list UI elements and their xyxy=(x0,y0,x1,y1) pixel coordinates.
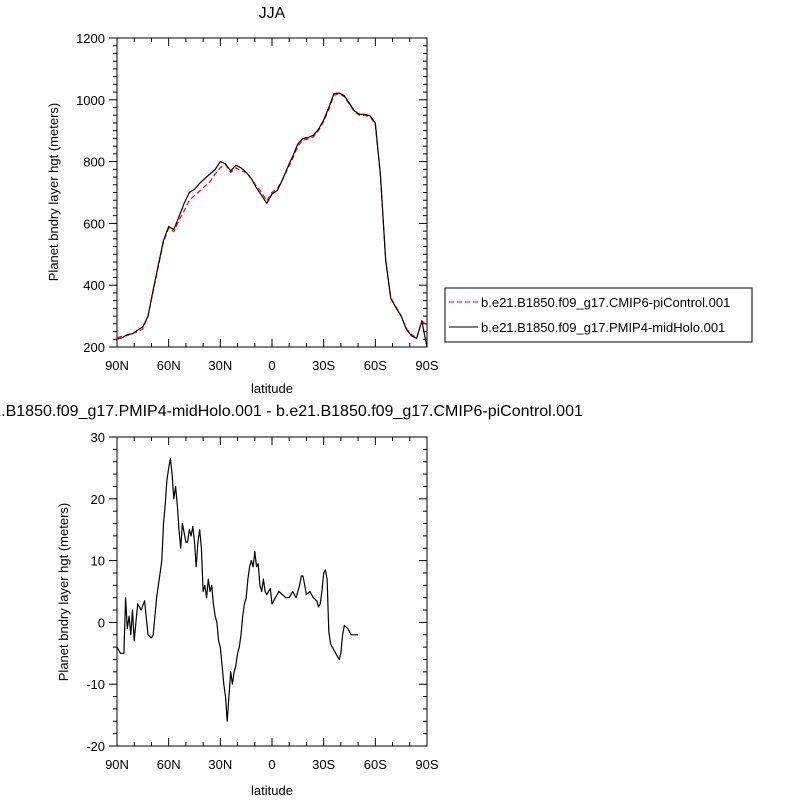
top-x-axis-label: latitude xyxy=(251,381,293,396)
top-y-tick-label: 1200 xyxy=(76,31,105,46)
bottom-x-tick-label: 0 xyxy=(268,757,275,772)
bottom-x-tick-label: 30N xyxy=(208,757,232,772)
top-x-tick-label: 0 xyxy=(268,358,275,373)
top-x-tick-label: 90N xyxy=(105,358,129,373)
top-chart: JJA 90N 60N 30N 0 30S 60S 90S 200 400 600 800 1000 1… xyxy=(46,5,439,396)
top-series-line-0 xyxy=(116,92,428,339)
bottom-chart: b.e21.B1850.f09_g17.PMIP4-midHolo.001 - … xyxy=(0,403,583,798)
top-x-tick-label: 30N xyxy=(208,358,232,373)
bottom-x-tick-label: 60N xyxy=(157,757,181,772)
top-x-tick-label: 60S xyxy=(364,358,387,373)
bottom-y-tick-label: 20 xyxy=(91,492,105,507)
legend: b.e21.B1850.f09_g17.CMIP6-piControl.001 … xyxy=(444,287,753,343)
legend-label-midholo: b.e21.B1850.f09_g17.PMIP4-midHolo.001 xyxy=(481,320,725,335)
top-y-tick-label: 400 xyxy=(83,278,105,293)
bottom-x-axis-label: latitude xyxy=(251,783,293,798)
bottom-y-axis-label: Planet bndry layer hgt (meters) xyxy=(56,503,71,681)
top-y-tick-label: 800 xyxy=(83,155,105,170)
legend-label-picontrol: b.e21.B1850.f09_g17.CMIP6-piControl.001 xyxy=(481,295,730,310)
bottom-y-tick-label: 10 xyxy=(91,554,105,569)
top-y-axis-label: Planet bndry layer hgt (meters) xyxy=(46,103,61,281)
top-y-tick-label: 600 xyxy=(83,216,105,231)
legend-box xyxy=(444,287,753,343)
bottom-x-tick-label: 60S xyxy=(364,757,387,772)
bottom-y-tick-label: -10 xyxy=(86,677,105,692)
bottom-x-tick-label: 30S xyxy=(312,757,335,772)
top-x-tick-label: 90S xyxy=(415,358,438,373)
top-y-tick-label: 200 xyxy=(83,340,105,355)
bottom-series xyxy=(116,458,359,722)
top-series-line-1 xyxy=(116,92,428,348)
bottom-series-line-0 xyxy=(116,458,359,722)
bottom-ticks: 90N 60N 30N 0 30S 60S 90S -20 -10 0 10 20 30 xyxy=(86,430,439,772)
bottom-chart-title: b.e21.B1850.f09_g17.PMIP4-midHolo.001 - … xyxy=(0,403,583,420)
top-y-tick-label: 1000 xyxy=(76,93,105,108)
bottom-x-tick-label: 90N xyxy=(105,757,129,772)
bottom-x-tick-label: 90S xyxy=(415,757,438,772)
top-series xyxy=(116,92,428,348)
top-x-tick-label: 30S xyxy=(312,358,335,373)
top-x-tick-label: 60N xyxy=(157,358,181,373)
bottom-y-tick-label: -20 xyxy=(86,739,105,754)
top-chart-title: JJA xyxy=(259,5,286,22)
bottom-y-tick-label: 0 xyxy=(98,615,105,630)
top-ticks: 90N 60N 30N 0 30S 60S 90S 200 400 600 800 1000 1200 xyxy=(76,31,439,373)
bottom-y-tick-label: 30 xyxy=(91,430,105,445)
bottom-plot-frame xyxy=(116,436,428,747)
